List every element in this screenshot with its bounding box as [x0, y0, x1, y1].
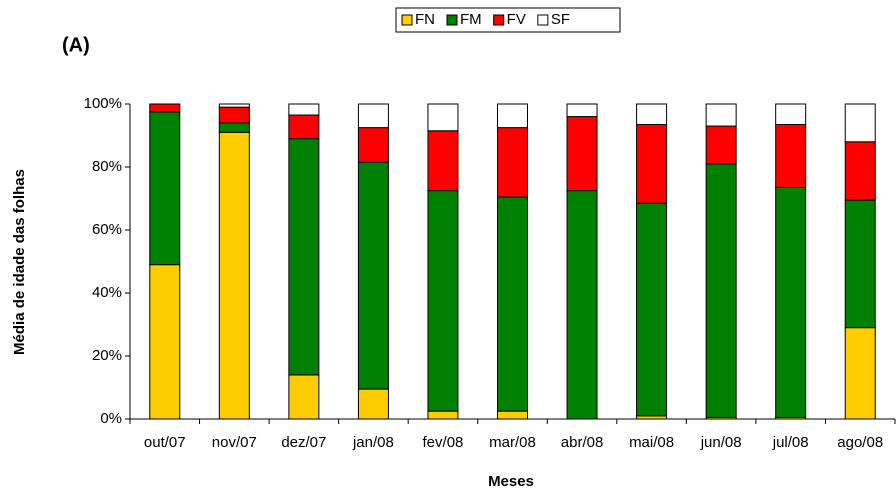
- bar-segment: [566, 103, 598, 118]
- bar-segment: [427, 410, 459, 420]
- y-tick-label: 100%: [84, 95, 122, 112]
- bar-segment: [288, 103, 320, 116]
- bar-segment: [705, 163, 737, 418]
- legend-label: FV: [507, 11, 526, 28]
- bar-segment: [775, 103, 807, 125]
- x-tick-label: fev/08: [423, 434, 464, 451]
- legend-label: FN: [415, 11, 435, 28]
- bar-segment: [705, 125, 737, 165]
- y-tick-label: 60%: [92, 221, 122, 238]
- bar-segment: [427, 130, 459, 192]
- bar-segment: [775, 186, 807, 418]
- bar-segment: [288, 374, 320, 420]
- bar-segment: [775, 123, 807, 188]
- bar-segment: [149, 103, 181, 113]
- bar-segment: [497, 103, 528, 129]
- x-tick-label: nov/07: [212, 434, 257, 451]
- x-tick-label: out/07: [144, 434, 186, 451]
- bar-segment: [357, 388, 389, 420]
- bar-segment: [497, 196, 528, 412]
- bar-segment: [218, 131, 250, 420]
- bar-segment: [636, 202, 668, 417]
- bar-segment: [844, 199, 876, 329]
- bar-segment: [566, 116, 598, 192]
- chart-title: (A): [62, 34, 90, 56]
- legend-swatch: [537, 14, 549, 26]
- x-tick-label: mai/08: [629, 434, 674, 451]
- bar-segment: [497, 410, 528, 420]
- bar-segment: [357, 161, 389, 390]
- bar-segment: [636, 103, 668, 125]
- x-tick-label: ago/08: [837, 434, 883, 451]
- bar-segment: [288, 138, 320, 376]
- bar-segment: [218, 106, 250, 124]
- bar-segment: [149, 264, 181, 420]
- bar-segment: [288, 114, 320, 140]
- bar-segment: [427, 190, 459, 412]
- legend-swatch: [401, 14, 413, 26]
- legend-swatch: [493, 14, 505, 26]
- bar-segment: [566, 190, 598, 420]
- bar-segment: [427, 103, 459, 132]
- legend-swatch: [446, 14, 458, 26]
- x-tick-label: dez/07: [281, 434, 326, 451]
- bar-segment: [705, 103, 737, 127]
- x-tick-label: jan/08: [352, 434, 394, 451]
- bar-segment: [218, 122, 250, 133]
- x-tick-label: jun/08: [700, 434, 742, 451]
- bar-segment: [844, 103, 876, 143]
- bar-segment: [636, 123, 668, 204]
- legend-frame: [395, 7, 621, 33]
- bar-segment: [497, 127, 528, 198]
- bar-segment: [218, 103, 250, 108]
- bar-segment: [844, 327, 876, 420]
- y-tick-label: 80%: [92, 158, 122, 175]
- bar-segment: [844, 141, 876, 201]
- x-tick-label: abr/08: [561, 434, 604, 451]
- bar-segment: [149, 111, 181, 266]
- x-axis-label: Meses: [488, 473, 534, 490]
- x-tick-label: jul/08: [772, 434, 809, 451]
- bar-segment: [357, 127, 389, 163]
- y-tick-label: 0%: [100, 410, 122, 427]
- bar-segment: [357, 103, 389, 129]
- legend-label: SF: [551, 11, 570, 28]
- y-tick-label: 40%: [92, 284, 122, 301]
- y-axis-label: Média de idade das folhas: [11, 169, 28, 355]
- y-tick-label: 20%: [92, 347, 122, 364]
- x-tick-label: mar/08: [489, 434, 536, 451]
- legend-label: FM: [460, 11, 482, 28]
